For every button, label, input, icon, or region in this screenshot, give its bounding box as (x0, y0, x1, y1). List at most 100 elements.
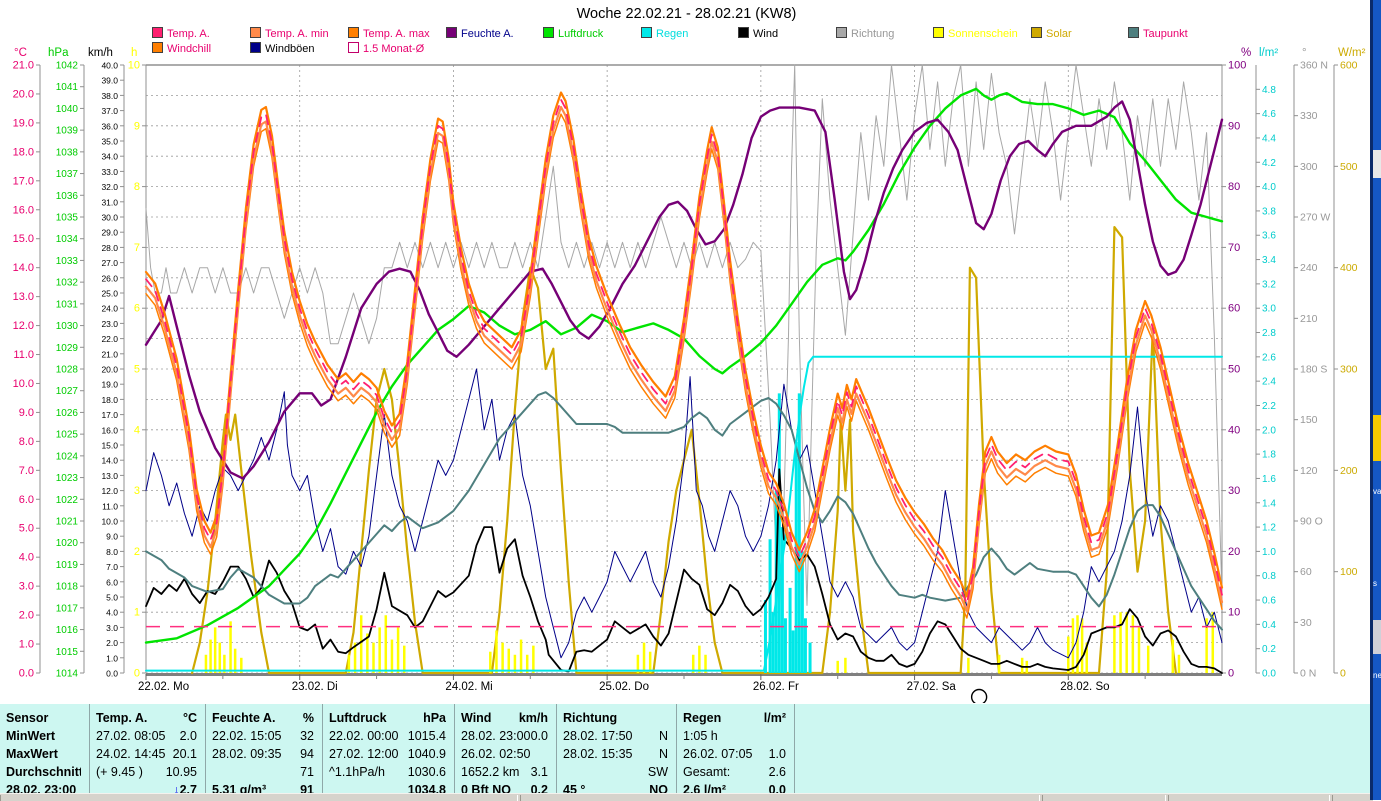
temp-axis-label: 11.0 (13, 349, 34, 361)
rain-axis-label: 0.8 (1262, 571, 1276, 582)
stats-col-richtung: Richtung 28.02. 17:50 N 28.02. 15:35 N SW 45 °… (557, 704, 677, 797)
windspeed-axis-label: 21.0 (101, 349, 118, 359)
stat-sensor-name: Temp. A. (96, 711, 148, 725)
legend-label: Luftdruck (558, 28, 604, 40)
windspeed-axis-label: 5.0 (106, 593, 118, 603)
direction-axis-label: 240 (1300, 262, 1318, 274)
temp-axis-label: 14.0 (13, 262, 34, 274)
desktop-edge: va s ne (1373, 0, 1381, 800)
temp-axis-label: 20.0 (13, 88, 34, 100)
stat-sensor-name: Regen (683, 711, 722, 725)
taskbar-button[interactable] (1332, 795, 1374, 801)
windspeed-axis-label: 33.0 (101, 167, 118, 177)
temp-axis-label: 1.0 (19, 639, 34, 651)
windspeed-axis-label: 25.0 (101, 289, 118, 299)
taskbar-button[interactable] (1042, 795, 1166, 801)
rain-axis-label: 3.2 (1262, 279, 1276, 290)
windspeed-axis-label: 10.0 (101, 517, 118, 527)
rain-axis-label: 1.6 (1262, 474, 1276, 485)
series-wind (145, 468, 1223, 674)
legend-item-windchill: Windchill (152, 42, 211, 55)
stat-time: 1652.2 km (461, 765, 520, 779)
series-windboeen (145, 368, 1223, 659)
stat-time: 27.02. 12:00 (329, 747, 399, 761)
legend-label: Sonnenschein (948, 28, 1018, 40)
windspeed-axis-label: 26.0 (101, 273, 118, 283)
series-temp-a (145, 98, 1223, 605)
taskbar-button[interactable] (1168, 795, 1330, 801)
legend-swatch (152, 27, 163, 38)
page-title: Woche 22.02.21 - 28.02.21 (KW8) (576, 6, 797, 22)
legend-item-temp-a-min: Temp. A. min (250, 27, 329, 40)
pressure-axis-label: 1027 (56, 386, 79, 397)
stat-time: Gesamt: (683, 765, 731, 779)
direction-axis-label: 330 (1300, 110, 1318, 122)
temp-axis-label: 15.0 (13, 233, 34, 245)
windspeed-axis-label: 28.0 (101, 243, 118, 253)
direction-axis-label: 150 (1300, 414, 1318, 426)
taskbar-button[interactable] (0, 795, 518, 801)
x-axis-day-label: 25.02. Do (599, 681, 649, 693)
solar-axis-label: 500 (1340, 161, 1358, 173)
windspeed-axis-label: 2.0 (106, 638, 118, 648)
rain-axis-label: 4.4 (1262, 133, 1276, 144)
temp-axis-label: 7.0 (19, 465, 34, 477)
desktop-icon[interactable] (1373, 415, 1381, 461)
legend-label: Solar (1046, 28, 1072, 40)
legend-swatch (152, 42, 163, 53)
desktop-icon-label: ne (1373, 671, 1381, 680)
legend-item-richtung: Richtung (836, 27, 894, 40)
direction-axis-label: 60 (1300, 566, 1312, 578)
legend-label: Temp. A. (167, 28, 210, 40)
stat-unit: hPa (423, 711, 446, 725)
stat-time: 26.02. 02:50 (461, 747, 531, 761)
legend-item-windb-en: Windböen (250, 42, 315, 55)
stat-sensor-name: Wind (461, 711, 492, 725)
pressure-axis-label: 1032 (56, 278, 79, 289)
windspeed-axis-label: 14.0 (101, 456, 118, 466)
windspeed-axis-label: 39.0 (101, 76, 118, 86)
chart-legend: Temp. A. Temp. A. min Temp. A. max Feuchte … (0, 0, 1373, 60)
desktop-icon[interactable] (1373, 150, 1381, 178)
humidity-axis-label: 0 (1228, 668, 1234, 680)
windspeed-axis-label: 15.0 (101, 441, 118, 451)
stat-unit: °C (182, 711, 197, 725)
stat-value: 1.0 (768, 747, 786, 761)
pressure-axis-label: 1019 (56, 560, 79, 571)
pressure-axis-label: 1026 (56, 408, 79, 419)
temp-axis-label: 19.0 (13, 117, 34, 129)
windspeed-axis-label: 30.0 (101, 213, 118, 223)
stat-value: SW (647, 765, 668, 779)
stat-time: 28.02. 15:35 (563, 747, 633, 761)
windspeed-axis-label: 40.0 (101, 61, 118, 71)
series-regen (145, 355, 1223, 672)
pressure-axis-label: 1023 (56, 473, 79, 484)
stat-value: 1030.6 (407, 765, 446, 779)
windspeed-axis-label: 9.0 (106, 532, 118, 542)
stats-col-luftdruck: Luftdruck hPa 22.02. 00:00 1015.4 27.02. 12:… (323, 704, 455, 797)
pressure-axis-label: 1039 (56, 126, 79, 137)
legend-label: Windböen (265, 43, 315, 55)
stats-col-temp-a-: Temp. A. °C 27.02. 08:05 2.0 24.02. 14:45 20.… (90, 704, 206, 797)
stats-row-labels: Sensor MinWert MaxWert Durchschnitt 28.02. 2… (0, 704, 90, 797)
rain-axis-label: 4.2 (1262, 158, 1276, 169)
humidity-axis-label: 90 (1228, 120, 1240, 132)
stat-time: 22.02. 15:05 (212, 729, 282, 743)
solar-axis-label: 300 (1340, 364, 1358, 376)
stat-value: 3.1 (530, 765, 548, 779)
temp-axis-label: 17.0 (13, 175, 34, 187)
windspeed-axis-label: 32.0 (101, 182, 118, 192)
series-solar (191, 226, 1178, 675)
pressure-axis-label: 1036 (56, 191, 79, 202)
legend-swatch (543, 27, 554, 38)
series-feuchte (144, 100, 1224, 480)
temp-axis-label: 5.0 (19, 523, 34, 535)
legend-label: Temp. A. min (265, 28, 329, 40)
legend-label: Taupunkt (1143, 28, 1188, 40)
taskbar-button[interactable] (520, 795, 1040, 801)
temp-axis-label: 2.0 (19, 610, 34, 622)
temp-axis-label: 10.0 (13, 378, 34, 390)
desktop-icon-label: va (1373, 487, 1381, 496)
humidity-axis-label: 60 (1228, 303, 1240, 315)
desktop-icon[interactable] (1373, 620, 1381, 654)
